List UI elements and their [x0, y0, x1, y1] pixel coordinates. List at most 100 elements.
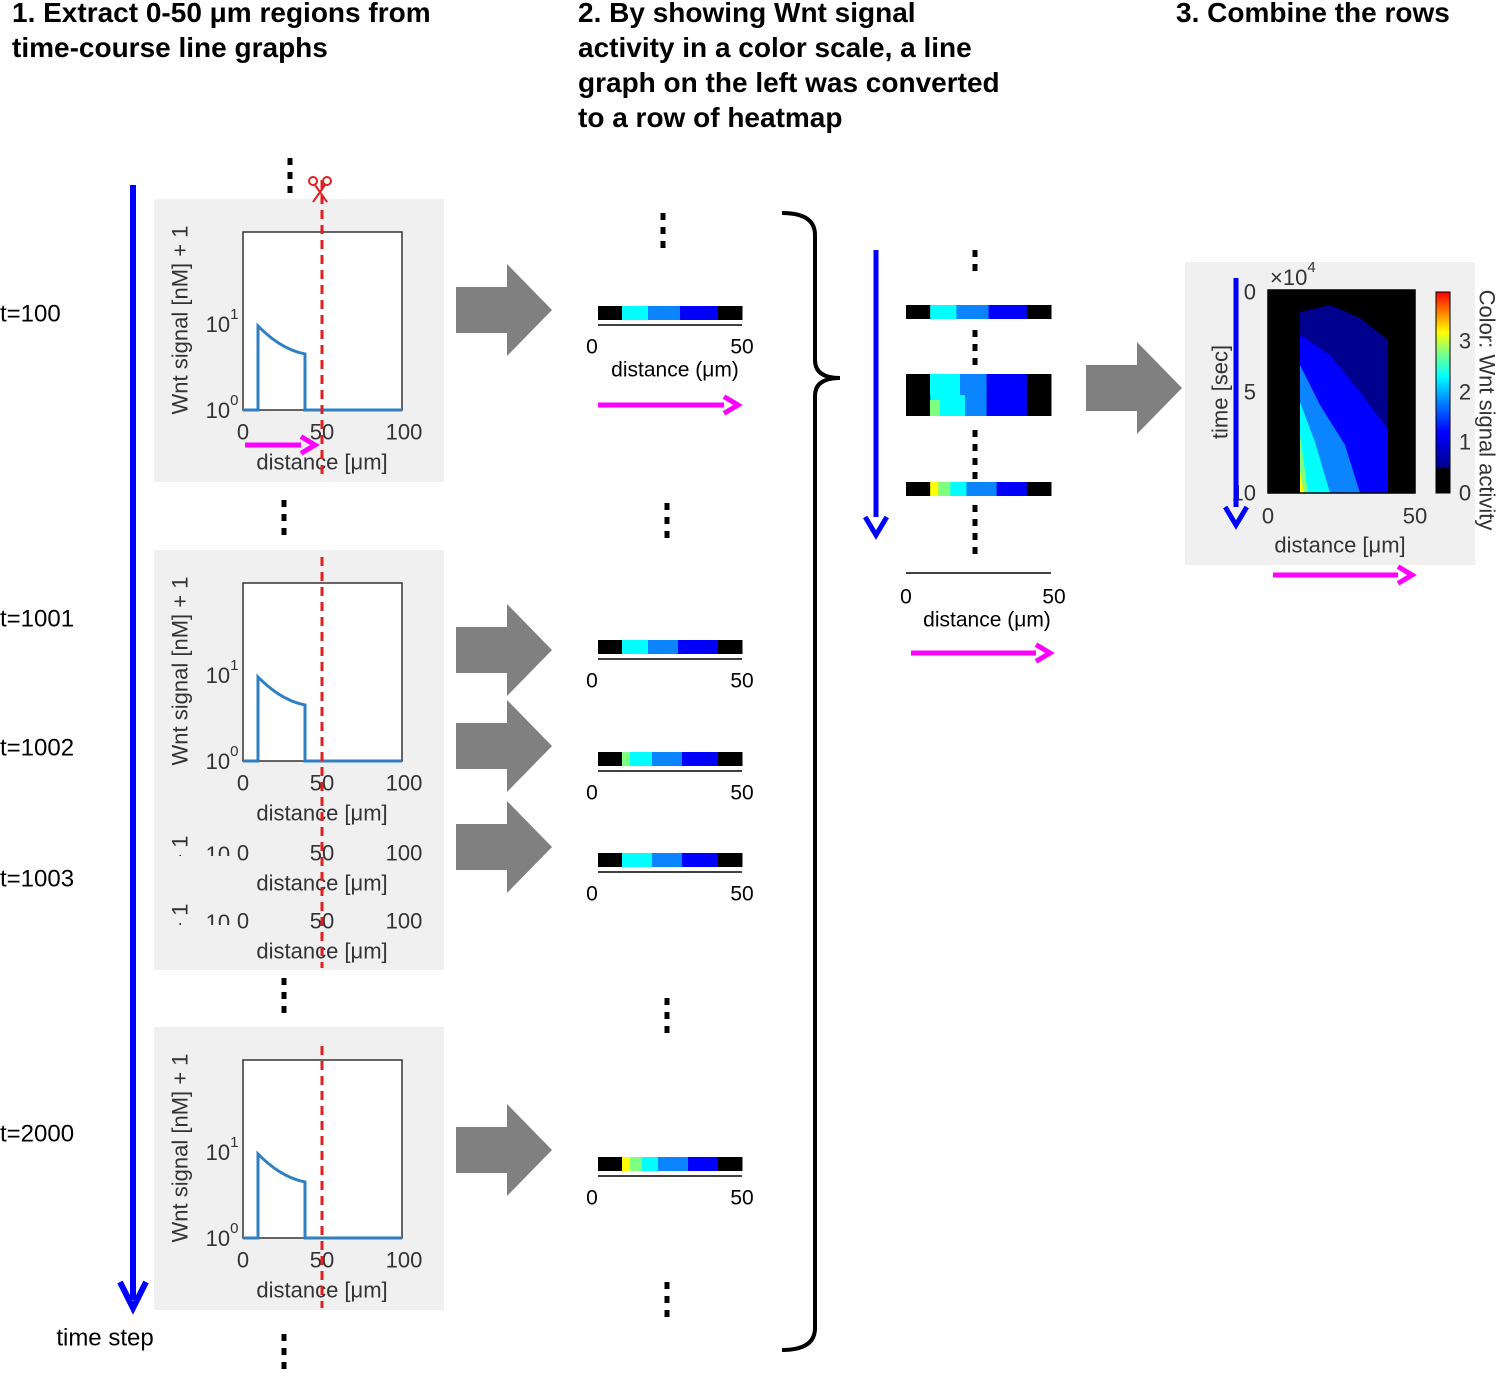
- heatmap-cell: [658, 1157, 689, 1171]
- heatmap-cell: [598, 752, 623, 766]
- ellipsis-dot: [287, 186, 293, 193]
- y-tick-label: 101: [206, 904, 239, 935]
- x-tick-label: 50: [1403, 504, 1427, 529]
- time-axis-label: time step: [56, 1325, 153, 1352]
- y-tick-label-exp: 1: [230, 1134, 238, 1151]
- step-title: time-course line graphs: [12, 32, 328, 63]
- x-tick-label: 0: [237, 771, 249, 796]
- y-tick-label: 100: [206, 743, 239, 774]
- heatmap-cell: [642, 1157, 659, 1171]
- heatmap-cell: [930, 374, 960, 395]
- y-tick-label-base: 10: [206, 1140, 230, 1165]
- y-tick-label-exp: 0: [230, 392, 238, 409]
- scale-label: ×104: [1270, 259, 1316, 290]
- block-arrow: [456, 801, 552, 893]
- heatmap-cell: [630, 1157, 643, 1171]
- heatmap-cell: [678, 640, 719, 654]
- arrow-head: [722, 394, 743, 416]
- y-axis-label: time [sec]: [1208, 345, 1233, 439]
- heatmap-cell: [622, 853, 653, 867]
- y-tick-label-base: 10: [206, 910, 230, 935]
- heatmap-cell: [718, 640, 743, 654]
- heatmap-cell: [688, 1157, 719, 1171]
- ellipsis-dot: [664, 1310, 670, 1317]
- step-title: activity in a color scale, a line: [578, 32, 972, 63]
- clipped-label: Wnt signal [nM] + 1: [168, 836, 193, 1025]
- colorbar-label: Color: Wnt signal activity: [1475, 290, 1500, 531]
- heatmap-cell: [940, 395, 965, 416]
- x-tick-label: 0: [586, 336, 598, 359]
- step-title: graph on the left was converted: [578, 67, 1000, 98]
- x-tick-label: 50: [730, 1187, 753, 1210]
- heatmap-cell: [622, 752, 631, 766]
- ellipsis-dot: [660, 213, 666, 220]
- step-title: 1. Extract 0-50 μm regions from: [12, 0, 431, 28]
- y-tick-label: 5: [1244, 380, 1256, 405]
- colorbar-tick-label: 1: [1459, 430, 1471, 455]
- x-tick-label: 100: [386, 1248, 423, 1273]
- y-tick-label: 0: [1244, 280, 1256, 305]
- colorbar-tick-label: 0: [1459, 481, 1471, 506]
- heatmap-cell: [950, 482, 967, 496]
- x-axis-label: distance [μm]: [1274, 533, 1405, 558]
- time-axis-head: [117, 1280, 149, 1315]
- heatmap-cell: [1026, 374, 1052, 416]
- heatmap-cell: [930, 482, 939, 496]
- block-arrow: [456, 700, 552, 792]
- ellipsis-dot: [972, 533, 978, 540]
- ellipsis-dot: [664, 517, 670, 524]
- scale-label-exp: 4: [1307, 259, 1315, 276]
- heatmap-cell: [988, 305, 1028, 319]
- y-axis-label: Wnt signal [nM] + 1: [168, 836, 193, 1025]
- x-tick-label: 100: [386, 841, 423, 866]
- colorbar: [1435, 291, 1451, 494]
- x-tick-label: 0: [586, 883, 598, 906]
- y-axis-label: Wnt signal [nM] + 1: [168, 904, 193, 1093]
- x-tick-label: 0: [237, 1248, 249, 1273]
- arrow-head: [863, 515, 889, 540]
- x-tick-label: 50: [1042, 586, 1065, 609]
- time-label: t=1003: [0, 866, 74, 893]
- plot-frame: [242, 1059, 403, 1239]
- ellipsis-dot: [664, 503, 670, 510]
- ellipsis-dot: [281, 500, 287, 507]
- ellipsis-dot: [972, 505, 978, 512]
- ellipsis-dot: [972, 344, 978, 351]
- ellipsis-dot: [664, 998, 670, 1005]
- x-tick-label: 0: [237, 841, 249, 866]
- ellipsis-dot: [660, 227, 666, 234]
- heatmap-cell: [906, 374, 931, 416]
- heatmap-cell: [966, 482, 998, 496]
- y-axis-label: Wnt signal [nM] + 1: [168, 577, 193, 766]
- y-tick-label-exp: 1: [230, 306, 238, 323]
- x-tick-label: 50: [730, 336, 753, 359]
- ellipsis-dot: [664, 1282, 670, 1289]
- ellipsis-dot: [972, 264, 978, 271]
- heatmap-cell: [718, 752, 743, 766]
- ellipsis-dot: [664, 531, 670, 538]
- ellipsis-dot: [972, 472, 978, 479]
- signal-curve: [243, 322, 402, 412]
- arrow-head: [1034, 642, 1055, 664]
- y-axis-label: Wnt signal [nM] + 1: [168, 1054, 193, 1243]
- heatmap-region: [1300, 435, 1308, 493]
- heatmap-cell: [598, 640, 623, 654]
- heatmap-cell: [938, 482, 951, 496]
- ellipsis-dot: [972, 358, 978, 365]
- y-tick-label: 100: [206, 392, 239, 423]
- ellipsis-dot: [972, 430, 978, 437]
- heatmap-cell: [930, 305, 957, 319]
- heatmap-cell: [598, 306, 623, 320]
- scale-label-base: ×10: [1270, 265, 1307, 290]
- heatmap-cell: [622, 640, 649, 654]
- heatmap-cell: [682, 752, 719, 766]
- heatmap-cell: [682, 853, 719, 867]
- x-tick-label: 50: [730, 883, 753, 906]
- x-tick-label: 0: [586, 670, 598, 693]
- heatmap-cell: [1026, 482, 1052, 496]
- x-tick-label: 0: [586, 1187, 598, 1210]
- block-arrow: [456, 264, 552, 356]
- colorbar-tick-label: 2: [1459, 380, 1471, 405]
- heatmap-cell: [996, 482, 1028, 496]
